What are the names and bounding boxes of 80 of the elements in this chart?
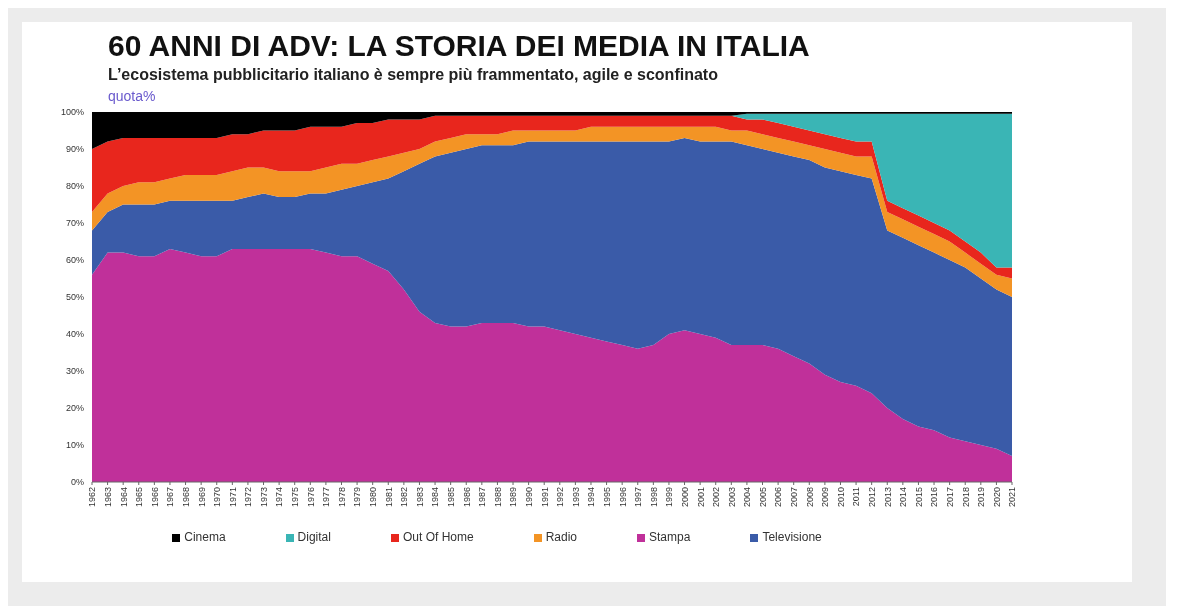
x-tick-label: 1973 [258,487,269,508]
legend-label: Out Of Home [402,530,474,544]
x-tick-label: 2005 [757,487,768,508]
legend-label: Digital [297,530,331,544]
x-tick-label: 1987 [477,487,488,508]
x-tick-label: 1984 [430,487,441,508]
x-tick-label: 1963 [102,487,113,508]
x-tick-label: 2010 [835,487,846,508]
x-tick-label: 1993 [570,487,581,508]
x-tick-label: 1972 [243,487,254,508]
x-tick-label: 1966 [149,487,160,508]
x-tick-label: 1975 [290,487,301,508]
y-tick-label: 0% [70,477,84,488]
x-tick-label: 1985 [446,487,457,508]
x-tick-label: 1971 [227,487,238,508]
x-tick-label: 1980 [368,487,379,508]
x-tick-label: 2018 [960,487,971,508]
x-tick-label: 1990 [524,487,534,508]
x-tick-label: 2020 [991,487,1002,508]
x-tick-label: 1968 [180,487,191,508]
x-tick-label: 1999 [664,487,675,508]
x-tick-label: 2006 [773,487,784,508]
x-tick-label: 2017 [945,487,956,508]
y-tick-label: 50% [65,292,84,303]
chart-subtitle: L’ecosistema pubblicitario italiano è sempre più frammentato, agile e sconfinato [108,66,719,84]
x-tick-label: 1997 [633,487,644,508]
x-tick-label: 2001 [695,487,706,508]
x-tick-label: 2021 [1007,487,1018,508]
x-tick-label: 1978 [336,487,347,508]
x-tick-label: 1989 [508,487,519,508]
legend-label: Radio [545,530,578,544]
x-tick-label: 2009 [820,487,831,508]
x-tick-label: 1976 [305,487,316,508]
x-tick-label: 1977 [321,487,332,508]
x-tick-label: 1982 [399,487,410,508]
x-tick-label: 1964 [118,487,129,508]
legend-label: Stampa [649,530,691,544]
x-tick-label: 1991 [539,487,550,508]
x-tick-label: 1996 [617,487,628,508]
y-tick-label: 40% [65,329,84,340]
y-tick-label: 80% [65,181,84,192]
x-tick-label: 1979 [352,487,363,508]
x-tick-label: 2003 [726,487,737,508]
x-tick-label: 1965 [134,487,145,508]
x-tick-label: 1969 [196,487,207,508]
y-axis-title: quota% [108,88,157,104]
x-tick-label: 2014 [898,487,909,508]
x-tick-label: 1992 [555,487,566,508]
y-tick-label: 100% [60,107,84,118]
x-tick-label: 1970 [212,487,223,508]
x-tick-label: 2004 [742,487,753,508]
x-tick-label: 2000 [679,487,690,508]
x-tick-label: 1998 [648,487,659,508]
x-tick-label: 1995 [601,487,612,508]
y-tick-label: 90% [65,144,84,155]
x-tick-label: 2015 [913,487,924,508]
y-tick-label: 20% [65,403,84,414]
x-tick-label: 2012 [867,487,878,508]
x-tick-label: 1986 [461,487,472,508]
x-tick-label: 1967 [165,487,176,508]
x-tick-label: 1981 [383,487,394,508]
x-tick-label: 2002 [711,487,722,508]
x-tick-label: 1994 [586,487,597,508]
x-tick-label: 2019 [976,487,987,508]
x-tick-label: 2008 [804,487,815,508]
x-tick-label: 1983 [414,487,425,508]
y-tick-label: 70% [65,218,84,229]
y-tick-label: 60% [65,255,84,266]
x-tick-label: 2011 [851,487,862,507]
x-tick-label: 2007 [789,487,800,508]
y-tick-label: 10% [65,440,84,451]
x-tick-label: 1974 [274,487,285,508]
legend-label: Cinema [184,530,226,544]
x-tick-label: 2013 [882,487,893,508]
legend-label: Televisione [762,530,822,544]
y-tick-label: 30% [65,366,84,377]
x-tick-label: 1988 [492,487,503,508]
chart-title: 60 ANNI DI ADV: LA STORIA DEI MEDIA IN ITALIA [108,28,811,64]
x-tick-label: 2016 [929,487,940,508]
x-tick-label: 1962 [87,487,98,508]
